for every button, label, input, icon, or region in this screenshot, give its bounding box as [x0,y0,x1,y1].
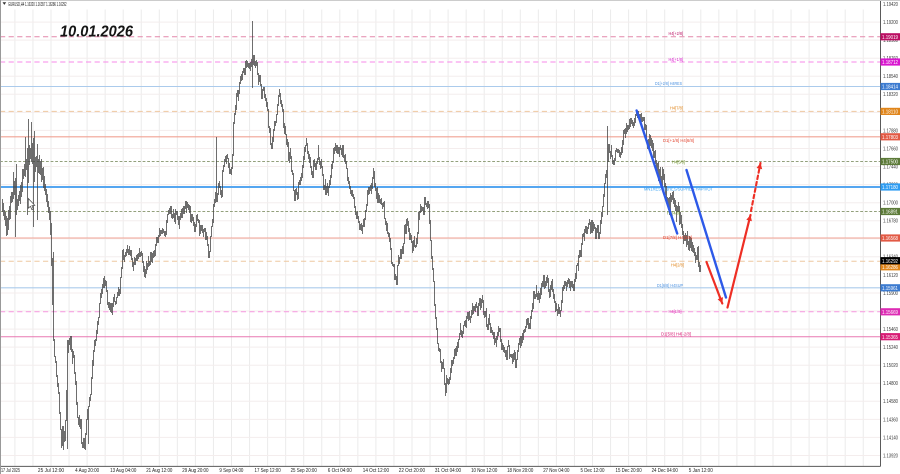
svg-text:1.15365: 1.15365 [882,335,898,341]
svg-text:1.15669: 1.15669 [882,310,898,316]
svg-text:13 Aug 04:00: 13 Aug 04:00 [110,468,136,474]
svg-text:6 Oct 04:00: 6 Oct 04:00 [328,468,352,474]
svg-text:H4[4/8]: H4[4/8] [667,210,680,215]
svg-text:1.15460: 1.15460 [883,327,898,333]
svg-text:H4[+1/8]: H4[+1/8] [669,57,684,62]
svg-text:1.19019: 1.19019 [882,35,898,41]
svg-text:1.14580: 1.14580 [883,399,898,405]
svg-text:D1[7/8] H4[3/8]: D1[7/8] H4[3/8] [663,235,692,240]
svg-text:1.14800: 1.14800 [883,381,898,387]
svg-text:10 Nov 12:00: 10 Nov 12:00 [471,468,497,474]
svg-text:14 Oct 12:00: 14 Oct 12:00 [363,468,389,474]
svg-text:1.18980: 1.18980 [883,38,898,44]
svg-text:1.15961: 1.15961 [882,286,898,292]
svg-text:31 Oct 04:00: 31 Oct 04:00 [435,468,461,474]
svg-text:H4[+2/8]: H4[+2/8] [669,31,684,36]
svg-text:1.16286: 1.16286 [882,265,898,271]
svg-text:1.17803: 1.17803 [882,135,898,141]
svg-text:H4[2/8]: H4[2/8] [671,262,684,267]
svg-text:1.13920: 1.13920 [883,453,898,459]
svg-text:1.18110: 1.18110 [882,110,898,116]
svg-text:18 Nov 20:00: 18 Nov 20:00 [507,468,533,474]
svg-text:1.14140: 1.14140 [883,435,898,441]
svg-text:22 Oct 20:00: 22 Oct 20:00 [399,468,425,474]
svg-text:MN1RES W1RES/SUPRES H4PIVOT: MN1RES W1RES/SUPRES H4PIVOT [644,187,713,192]
svg-text:15 Dec 20:00: 15 Dec 20:00 [616,468,642,474]
svg-text:D1[6/8] H4SUP: D1[6/8] H4SUP [657,283,683,288]
svg-text:H4[5/8]: H4[5/8] [672,159,685,164]
svg-text:D1[5/8] H4[-2/8]: D1[5/8] H4[-2/8] [661,331,691,336]
svg-text:1.18712: 1.18712 [882,60,898,66]
svg-text:1.18414: 1.18414 [882,85,898,91]
svg-text:1.17660: 1.17660 [883,146,898,152]
svg-text:10.01.2026: 10.01.2026 [60,23,133,40]
svg-text:1.16568: 1.16568 [882,236,898,242]
svg-text:1.16780: 1.16780 [883,219,898,225]
svg-text:D1[+1/8] H4[6/8]: D1[+1/8] H4[6/8] [663,138,694,143]
svg-text:EURUSD,H4 1.16320 1.16357 1.16: EURUSD,H4 1.16320 1.16357 1.16286 1.1629… [9,2,67,8]
svg-text:5 Jan 12:00: 5 Jan 12:00 [689,468,713,474]
svg-text:1.19200: 1.19200 [883,20,898,26]
svg-text:25 Jul 12:00: 25 Jul 12:00 [38,468,64,474]
svg-text:5 Dec 12:00: 5 Dec 12:00 [581,468,605,474]
svg-text:1.18540: 1.18540 [883,74,898,80]
svg-text:1.15240: 1.15240 [883,345,898,351]
svg-text:1.17500: 1.17500 [882,160,898,166]
svg-text:1.17440: 1.17440 [883,164,898,170]
svg-text:27 Nov 04:00: 27 Nov 04:00 [543,468,569,474]
svg-text:9 Sep 04:00: 9 Sep 04:00 [219,468,243,474]
svg-text:1.17880: 1.17880 [883,128,898,134]
svg-text:4 Aug 20:00: 4 Aug 20:00 [75,468,99,474]
svg-text:24 Dec 04:00: 24 Dec 04:00 [652,468,678,474]
svg-text:29 Aug 20:00: 29 Aug 20:00 [182,468,208,474]
svg-text:1.17180: 1.17180 [882,185,898,191]
svg-text:1.18320: 1.18320 [883,92,898,98]
svg-text:1.15900: 1.15900 [883,291,898,297]
svg-text:1.16120: 1.16120 [883,273,898,279]
svg-text:H4[1/8]: H4[1/8] [669,309,682,314]
svg-text:1.14360: 1.14360 [883,417,898,423]
svg-text:1.16292: 1.16292 [882,259,898,265]
svg-text:1.19420: 1.19420 [883,2,898,8]
svg-text:1.16891: 1.16891 [882,210,898,216]
svg-text:1.17000: 1.17000 [883,201,898,207]
svg-text:21 Aug 12:00: 21 Aug 12:00 [146,468,172,474]
svg-text:D1[+2/8] H4RES: D1[+2/8] H4RES [655,81,682,86]
svg-text:H4[7/8]: H4[7/8] [670,105,683,110]
svg-text:17 Sep 12:00: 17 Sep 12:00 [255,468,281,474]
svg-text:1.15020: 1.15020 [883,363,898,369]
svg-text:25 Sep 20:00: 25 Sep 20:00 [291,468,317,474]
svg-text:17 Jul 2025: 17 Jul 2025 [1,468,20,474]
